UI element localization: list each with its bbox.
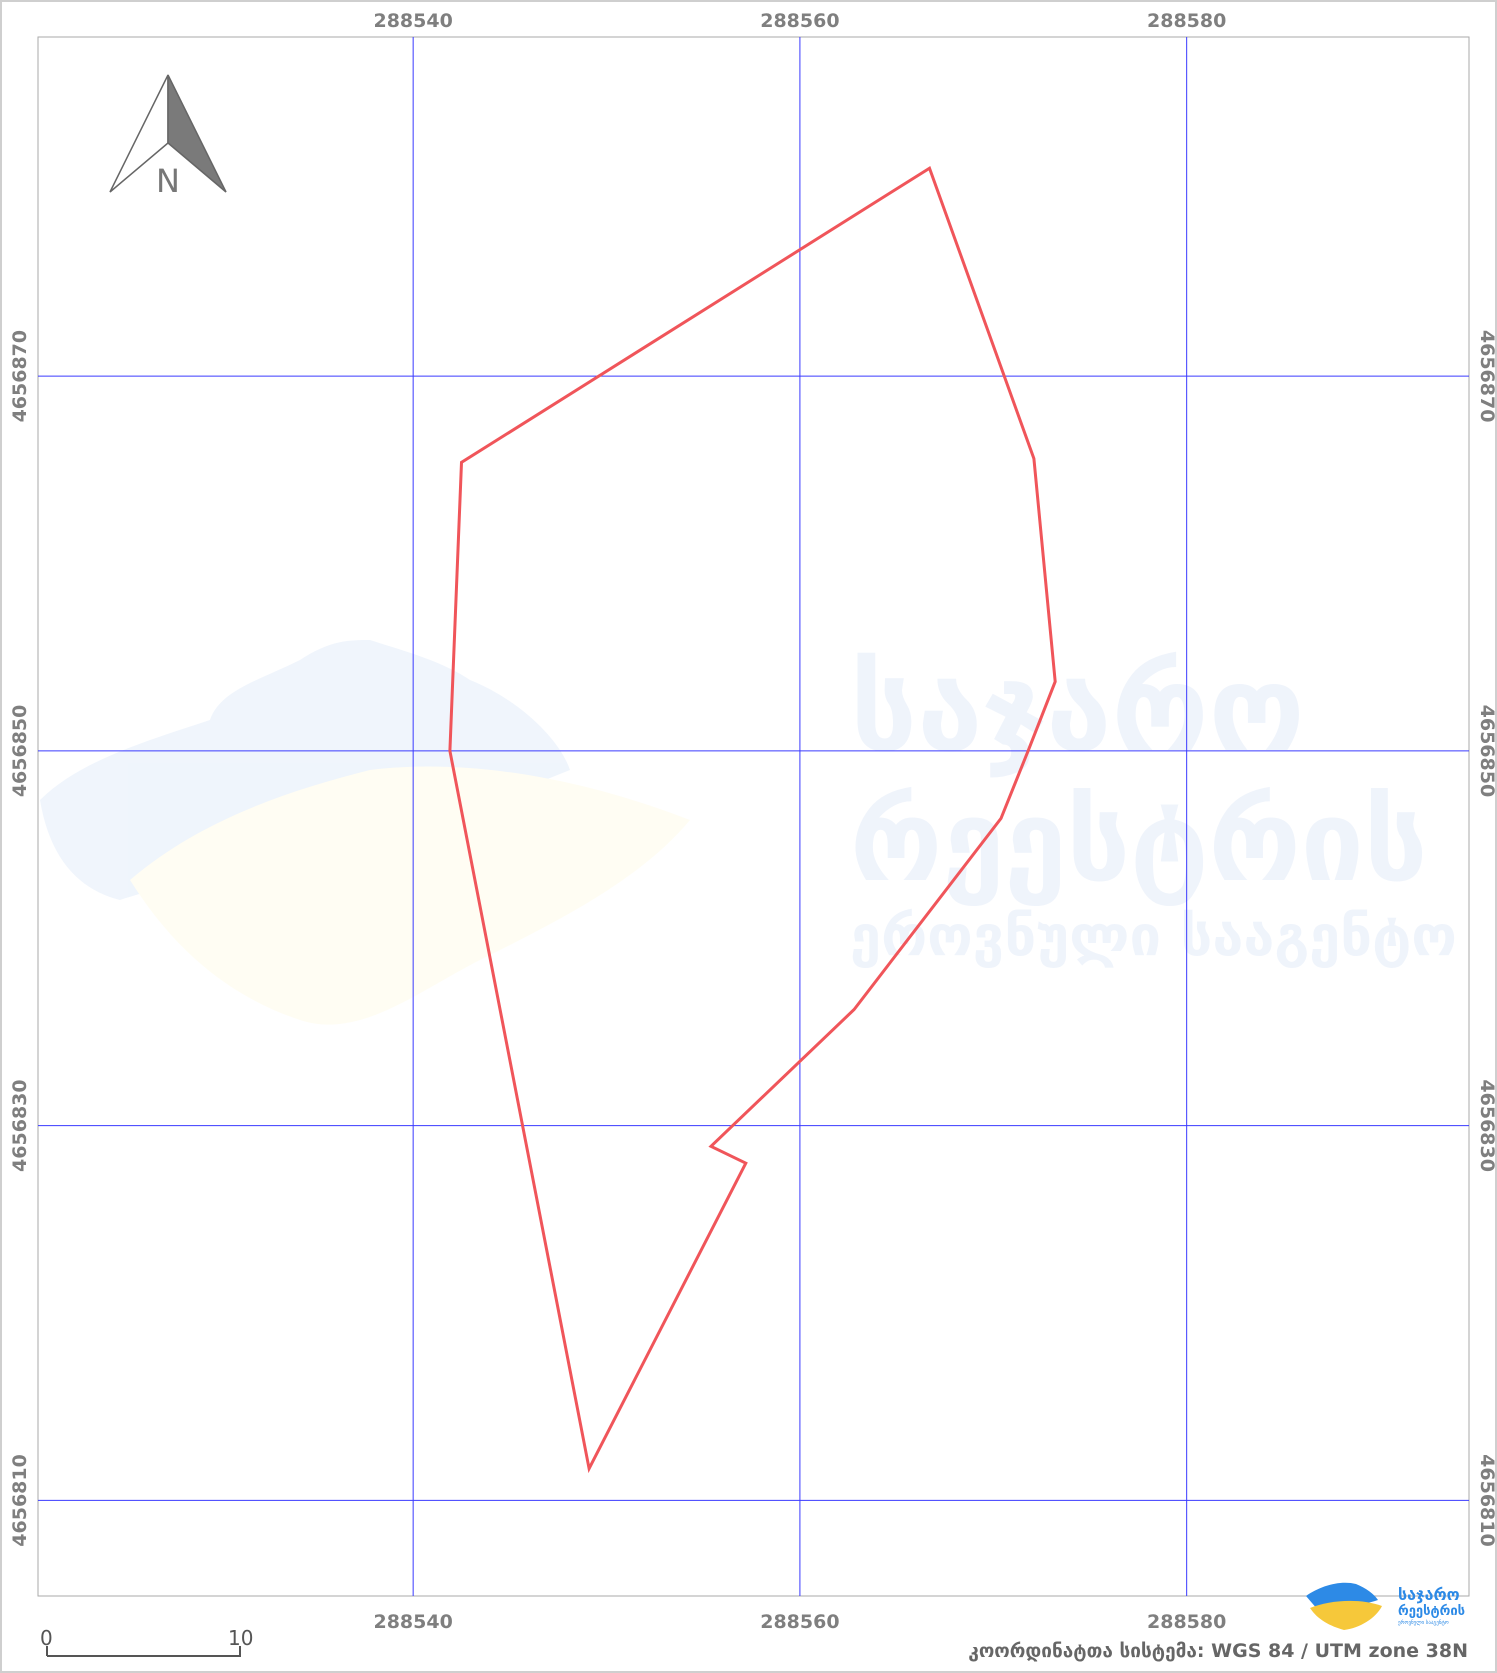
logo-line-1: საჯარო <box>1398 1585 1460 1604</box>
northing-label-right: 4656830 <box>1476 1079 1497 1172</box>
easting-label-top: 288560 <box>760 10 839 32</box>
grid <box>38 37 1469 1596</box>
northing-label-left: 4656870 <box>9 330 31 423</box>
northing-label-left: 4656810 <box>9 1454 31 1547</box>
logo-line-3: ეროვნული სააგენტო <box>1398 1619 1449 1626</box>
easting-label-bottom: 288560 <box>760 1611 839 1633</box>
crs-label: კოორდინატთა სისტემა: WGS 84 / UTM zone 3… <box>968 1640 1468 1662</box>
northing-label-right: 4656870 <box>1476 330 1497 423</box>
watermark-line-1: საჯარო <box>850 640 1305 778</box>
northing-label-right: 4656850 <box>1476 705 1497 798</box>
easting-label-bottom: 288580 <box>1147 1611 1226 1633</box>
agency-logo: საჯარო რეესტრის ეროვნული სააგენტო <box>1306 1582 1465 1630</box>
scale-bar: 0 10 <box>40 1626 253 1657</box>
north-arrow-label: N <box>156 162 180 200</box>
easting-label-top: 288540 <box>373 10 452 32</box>
watermark-map-shape-blue <box>40 640 570 900</box>
northing-label-left: 4656850 <box>9 705 31 798</box>
easting-label-top: 288580 <box>1147 10 1226 32</box>
northing-label-left: 4656830 <box>9 1079 31 1172</box>
scale-end-label: 10 <box>228 1626 253 1650</box>
logo-yellow-shape <box>1310 1600 1382 1630</box>
logo-line-2: რეესტრის <box>1398 1604 1465 1619</box>
watermark-line-2: რეესტრის <box>850 777 1428 907</box>
northing-label-right: 4656810 <box>1476 1454 1497 1547</box>
watermark: საჯარო რეესტრის ეროვნული სააგენტო <box>40 640 1457 1025</box>
watermark-line-3: ეროვნული სააგენტო <box>850 904 1457 969</box>
scale-start-label: 0 <box>40 1626 53 1650</box>
watermark-map-shape-yellow <box>130 766 690 1025</box>
parcel-boundary[interactable] <box>448 165 1057 1474</box>
north-arrow-icon: N <box>109 74 227 200</box>
coordinate-labels: 288540 288540 288560 288560 288580 288580 4656… <box>9 10 1497 1633</box>
easting-label-bottom: 288540 <box>373 1611 452 1633</box>
